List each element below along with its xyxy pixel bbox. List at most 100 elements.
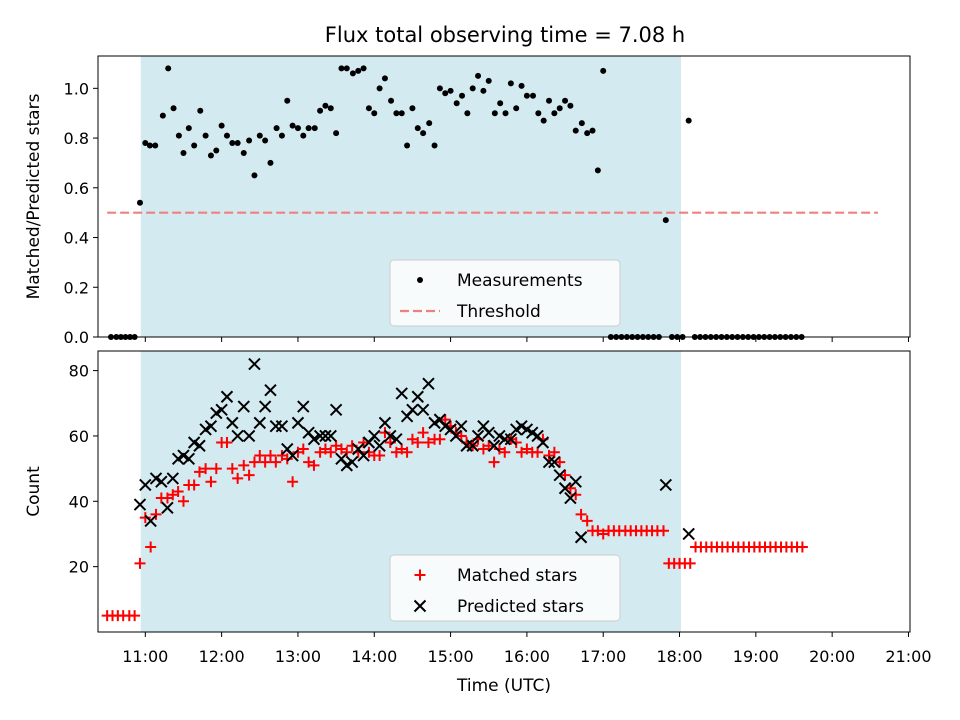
predicted-star-point [378,416,392,430]
matched-star-point [232,472,244,484]
matched-star-point [264,450,276,462]
predicted-star-point [384,429,397,443]
predicted-star-point [242,429,256,443]
predicted-star-point [291,416,305,430]
predicted-star-point [373,439,386,452]
matched-star-point [581,515,593,527]
measurement-point [464,110,471,117]
predicted-star-point [482,426,495,439]
matched-star-point [341,446,353,458]
matched-star-point [188,479,200,491]
measurement-point [480,87,487,94]
matched-star-point [417,427,429,439]
measurement-point [180,149,187,156]
predicted-star-point [357,449,370,462]
matched-star-point [259,456,271,468]
measurement-point [251,172,258,179]
predicted-star-point [487,439,501,452]
measurement-point [365,105,372,112]
matched-star-point [564,482,576,494]
measurement-point [142,140,149,147]
predicted-star-point [466,439,479,452]
matched-star-point [205,476,217,488]
predicted-star-point [226,416,239,430]
matched-star-point [210,463,222,475]
top-ylabel: Matched/Predicted stars [24,93,44,299]
measurement-point [431,142,438,149]
measurement-point [562,97,569,104]
legend-x-icon [413,599,427,613]
matched-star-point [172,486,184,497]
bottom-legend: Matched stars Predicted stars [389,554,621,622]
legend-label: Predicted stars [457,597,584,617]
measurement-point [381,75,388,82]
measurement-point [393,110,400,117]
predicted-star-point [659,478,672,492]
measurement-point [289,122,296,129]
measurement-point [218,122,225,129]
predicted-star-point [139,478,152,492]
predicted-star-point [395,387,408,400]
predicted-star-point [264,384,277,397]
xtick-label: 12:00 [199,647,245,666]
matched-star-point [134,557,146,569]
measurement-point [447,87,454,94]
measurement-point [442,90,449,97]
matched-star-point [455,430,467,442]
measurement-point [594,167,601,174]
measurement-point [355,67,362,74]
measurement-point [284,97,291,104]
predicted-star-point [682,527,695,541]
measurement-point [333,130,340,137]
measurement-point [513,105,520,112]
matched-star-point [684,557,696,569]
matched-star-point [177,495,189,507]
predicted-star-point [319,429,332,443]
predicted-star-point [411,390,424,403]
predicted-star-point [204,419,218,433]
measurement-point [436,85,443,92]
measurement-point [589,127,596,134]
measurement-point [305,125,312,132]
matched-star-point [150,508,162,520]
measurement-point [262,137,269,144]
matched-star-point [575,508,587,520]
matched-star-point [379,427,391,439]
matched-star-point [412,436,424,448]
predicted-star-point [155,475,168,488]
matched-star-point [548,446,560,458]
measurement-point [475,72,482,79]
measurement-point [234,140,241,147]
legend-label: Threshold [456,302,541,322]
xtick-label: 21:00 [885,647,931,666]
bottom-ytick-label: 60 [69,427,89,446]
measurement-point [360,65,367,72]
top-axes-frame [97,55,911,338]
measurement-point [535,110,542,117]
xtick-label: 19:00 [733,647,779,666]
measurement-point [685,117,692,124]
measurement-point [578,120,585,127]
legend-label: Matched stars [457,566,577,586]
measurement-point [567,102,574,109]
matched-star-point [570,489,582,501]
predicted-star-point [166,472,179,485]
measurement-point [420,130,427,137]
predicted-star-point [286,449,299,462]
predicted-star-point [455,419,468,433]
legend-plus-icon [414,569,426,581]
predicted-star-point [416,403,430,417]
predicted-star-point [253,416,266,430]
predicted-star-point [574,531,588,544]
predicted-star-point [307,433,321,446]
predicted-star-point [275,419,289,433]
measurement-point [502,110,509,117]
measurement-point [551,110,558,117]
measurement-point [197,107,204,114]
predicted-star-point [220,390,234,403]
measurement-point [572,127,579,134]
predicted-star-point [542,455,556,469]
measurement-point [223,132,230,139]
matched-star-point [200,463,212,475]
